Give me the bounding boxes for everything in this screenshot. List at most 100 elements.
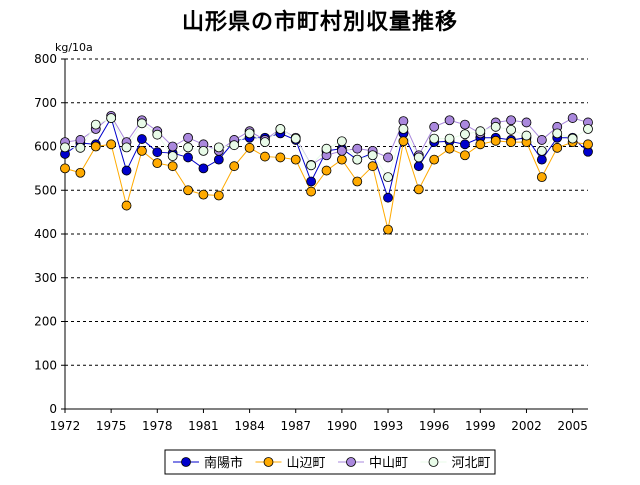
series-3-point: [213, 142, 224, 153]
x-tick-label: 1993: [373, 419, 404, 433]
series-0-point: [121, 165, 132, 176]
series-3-point: [121, 142, 132, 153]
legend: 南陽市 山辺町 中山町 河北町: [164, 449, 496, 475]
series-1-point: [336, 154, 347, 165]
series-3-point: [444, 133, 455, 144]
series-3-point: [398, 124, 409, 134]
series-1-point: [106, 139, 117, 150]
y-tick-label: 600: [34, 140, 57, 154]
legend-label-0: 南陽市: [204, 455, 243, 471]
x-tick-label: 1987: [280, 419, 311, 433]
series-3-point: [60, 142, 70, 153]
series-1-point: [275, 152, 286, 163]
series-3-point: [229, 140, 240, 151]
chart-title: 山形県の市町村別収量推移: [181, 10, 458, 35]
series-3-point: [244, 128, 255, 139]
series-2-point: [183, 132, 193, 143]
series-3-point: [336, 136, 347, 147]
series-2-point: [336, 145, 347, 156]
series-1-point: [213, 190, 224, 201]
series-1-point: [244, 142, 255, 153]
series-1-point: [583, 139, 593, 150]
series-1-point: [321, 165, 332, 176]
series-1-point: [429, 154, 440, 165]
series-1-point: [413, 184, 424, 195]
series-2-point: [167, 141, 178, 152]
series-3-point: [521, 130, 532, 141]
legend-label-1: 山辺町: [287, 456, 326, 471]
series-1-point: [229, 161, 240, 172]
series-3-point: [75, 142, 86, 153]
series-1-point: [506, 137, 516, 148]
series-2-point: [352, 143, 363, 154]
series-2-point: [383, 152, 393, 163]
series-0-point: [213, 154, 224, 165]
series-1-point: [290, 154, 301, 165]
x-tick-label: 1999: [465, 419, 496, 433]
legend-label-2: 中山町: [369, 456, 408, 471]
series-3-point: [183, 142, 193, 153]
series-1-point: [75, 167, 86, 178]
series-2-point: [567, 113, 578, 123]
series-layer: [60, 110, 593, 235]
series-3-point: [536, 145, 547, 156]
y-axis-unit: kg/10a: [55, 41, 93, 54]
series-3-point: [460, 129, 470, 140]
x-tick-label: 1984: [234, 419, 265, 433]
series-2-point: [444, 115, 455, 126]
series-3-point: [383, 172, 393, 183]
y-tick-label: 700: [34, 96, 57, 110]
series-3-point: [352, 154, 363, 165]
x-tick-label: 1990: [327, 419, 358, 433]
series-0-point: [536, 154, 547, 165]
series-3-point: [475, 126, 486, 137]
series-1-point: [183, 185, 193, 196]
series-1-point: [367, 161, 378, 172]
series-3-point: [137, 118, 147, 129]
series-3-point: [321, 143, 332, 154]
series-3-point: [306, 160, 317, 171]
legend-marker-1: [263, 457, 274, 467]
series-2-point: [521, 117, 532, 128]
series-1-point: [260, 151, 270, 162]
series-3-point: [567, 133, 578, 144]
y-tick-label: 200: [34, 315, 57, 329]
legend-marker-3: [428, 457, 439, 467]
series-3-point: [290, 133, 301, 144]
series-3-point: [413, 152, 424, 163]
y-tick-label: 300: [34, 271, 57, 285]
series-3-point: [506, 124, 516, 135]
series-1-point: [490, 135, 501, 146]
legend-marker-2: [346, 457, 356, 467]
x-tick-label: 1975: [96, 419, 127, 433]
series-1-point: [444, 143, 455, 154]
series-3-point: [152, 129, 163, 140]
series-3-point: [167, 151, 178, 162]
legend-marker-0: [181, 457, 191, 467]
series-1-point: [167, 161, 178, 172]
series-3-point: [198, 145, 209, 156]
series-3-point: [275, 124, 286, 134]
series-3-point: [583, 124, 593, 134]
series-1-point: [383, 224, 393, 235]
series-3-point: [367, 150, 378, 161]
series-0-point: [152, 147, 163, 158]
series-1-point: [352, 176, 363, 187]
series-3-point: [106, 113, 117, 123]
series-0-point: [413, 161, 424, 172]
y-tick-label: 500: [34, 183, 57, 197]
series-1-point: [536, 172, 547, 183]
series-3-point: [260, 137, 270, 148]
series-0-point: [183, 152, 193, 163]
x-tick-label: 1972: [50, 419, 81, 433]
x-tick-label: 1978: [142, 419, 173, 433]
series-1-point: [137, 145, 147, 156]
series-2-point: [460, 119, 470, 130]
series-0-point: [198, 163, 209, 174]
y-tick-label: 0: [49, 402, 57, 416]
series-0-point: [137, 134, 147, 144]
series-2-point: [536, 135, 547, 145]
series-2-point: [429, 121, 440, 132]
